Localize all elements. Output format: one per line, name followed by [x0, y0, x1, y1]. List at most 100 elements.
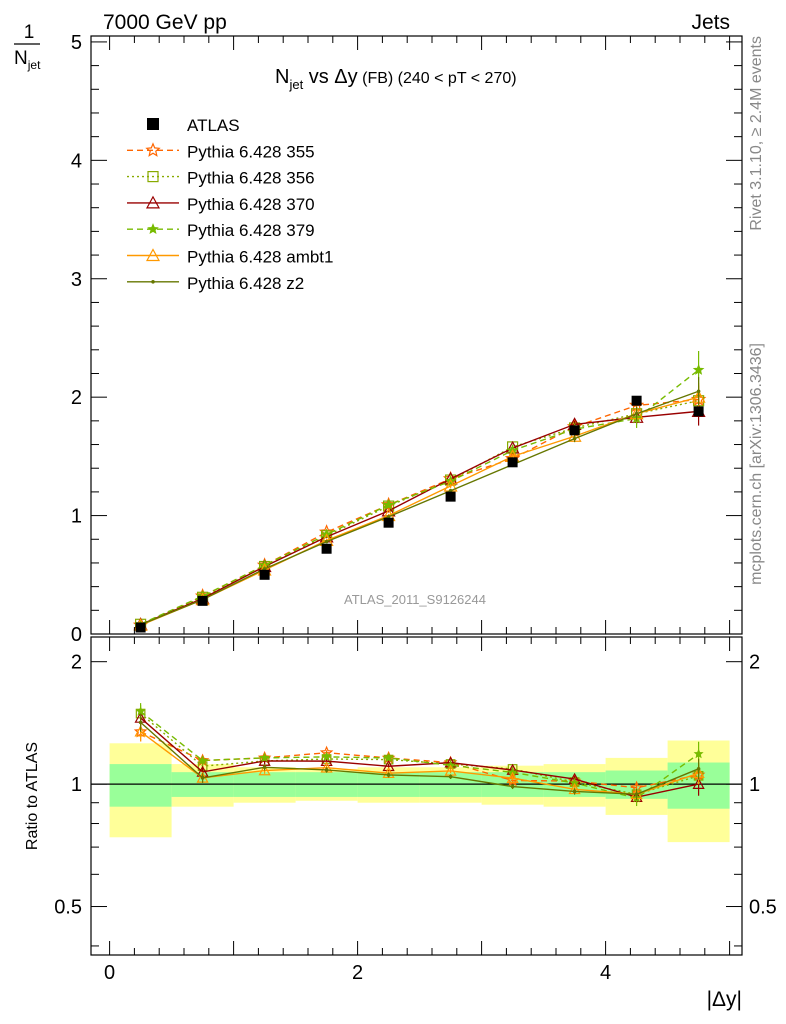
marker-star — [145, 142, 161, 157]
y-tick-label: 3 — [71, 269, 82, 291]
data-point — [259, 569, 270, 580]
header-right: Jets — [691, 11, 730, 34]
chart-title: Njet vs Δy (FB) (240 < pT < 270) — [275, 66, 517, 92]
ratio-line — [140, 717, 699, 798]
marker-dot — [634, 792, 639, 797]
ratio-line — [140, 721, 699, 795]
marker-star — [321, 751, 332, 762]
axes: 0 2 4 0 1 2 3 4 5 0.5 0.5 1 1 2 2 — [54, 32, 777, 984]
legend-label: Pythia 6.428 355 — [187, 142, 315, 161]
marker-star — [135, 706, 146, 716]
marker-dot — [696, 389, 701, 394]
ratio-tick-label-right: 0.5 — [749, 897, 777, 919]
main-panel — [132, 350, 707, 633]
y-tick-label: 4 — [71, 150, 82, 172]
marker-star — [197, 755, 208, 765]
marker-dot — [634, 411, 639, 416]
series-main-3 — [134, 350, 705, 630]
header-left: 7000 GeV pp — [103, 11, 227, 34]
ratio-tick-label: 1 — [71, 774, 82, 796]
legend-label: Pythia 6.428 356 — [187, 169, 315, 188]
marker-square — [147, 171, 159, 183]
legend-label: Pythia 6.428 ambt1 — [187, 248, 333, 267]
series-ratio-5 — [138, 713, 701, 801]
data-point — [197, 595, 208, 606]
ratio-frame — [90, 636, 743, 956]
legend-label: ATLAS — [187, 116, 240, 135]
marker-triangle — [506, 771, 519, 783]
marker-dot — [448, 774, 453, 779]
data-point — [135, 622, 146, 633]
series-ratio-3 — [135, 703, 704, 807]
marker-dot — [262, 567, 267, 571]
series-line — [140, 369, 700, 625]
marker-dot — [262, 765, 267, 770]
marker-star — [383, 752, 394, 763]
marker-triangle — [258, 764, 271, 776]
analysis-watermark: ATLAS_2011_S9126244 — [344, 592, 486, 607]
data-point — [569, 425, 580, 436]
ratio-line — [140, 731, 699, 789]
ratio-line — [140, 731, 699, 795]
ylabel-numerator: 1 — [24, 22, 35, 43]
legend-label: Pythia 6.428 370 — [187, 195, 315, 214]
x-tick-label: 4 — [600, 962, 611, 984]
ratio-panel — [91, 703, 742, 843]
ylabel-denominator: Njet — [14, 48, 41, 72]
ratio-tick-label: 2 — [71, 652, 82, 674]
series-main-5 — [138, 377, 701, 627]
x-tick-label: 2 — [352, 962, 363, 984]
ratio-tick-label-right: 2 — [749, 652, 760, 674]
marker-dot — [572, 436, 577, 441]
ratio-tick-label-right: 1 — [749, 774, 760, 796]
y-tick-label: 2 — [71, 387, 82, 409]
marker-dot — [510, 784, 515, 789]
data-point — [693, 406, 704, 417]
marker-dot — [386, 514, 391, 519]
legend: ATLAS Pythia 6.428 355 Pythia 6.428 356 Pyt… — [127, 116, 333, 293]
xlabel: |Δy| — [707, 988, 742, 1011]
ratio-band-stat — [109, 764, 172, 807]
main-frame — [90, 35, 743, 635]
marker-star — [382, 498, 395, 510]
series-line — [140, 400, 699, 625]
mcplots-text: mcplots.cern.ch [arXiv:1306.3436] — [748, 343, 765, 585]
marker-star — [693, 748, 704, 759]
series-line — [140, 410, 699, 626]
y-tick-label: 0 — [71, 624, 82, 646]
data-point — [507, 457, 518, 468]
ratio-line — [140, 710, 700, 799]
marker-triangle — [692, 777, 705, 789]
marker-triangle — [382, 759, 395, 772]
marker-triangle — [145, 248, 161, 262]
legend-data-marker — [147, 118, 159, 130]
data-series — [135, 395, 704, 633]
marker-dot — [448, 488, 453, 493]
marker-triangle — [145, 195, 161, 209]
marker-dot — [386, 773, 391, 777]
data-point — [321, 543, 332, 554]
marker-star — [692, 363, 705, 375]
marker-triangle — [134, 725, 147, 737]
ratio-ylabel: Ratio to ATLAS — [24, 742, 41, 850]
ratio-tick-label: 0.5 — [54, 897, 82, 919]
x-tick-label: 0 — [104, 962, 115, 984]
marker-dot — [324, 539, 329, 544]
marker-star — [259, 752, 270, 763]
data-point — [383, 517, 394, 528]
marker-dot — [151, 280, 155, 284]
marker-dot — [572, 789, 577, 794]
marker-dot — [324, 768, 329, 772]
series-line — [140, 390, 699, 626]
rivet-version-text: Rivet 3.1.10, ≥ 2.4M events — [748, 36, 765, 231]
marker-dot — [200, 776, 205, 780]
y-tick-label: 5 — [71, 32, 82, 54]
marker-dot — [696, 767, 701, 771]
y-tick-label: 1 — [71, 506, 82, 528]
legend-label: Pythia 6.428 z2 — [187, 274, 304, 293]
marker-star — [147, 223, 159, 235]
data-point — [445, 491, 456, 502]
main-ylabel: 1 Njet — [14, 22, 41, 72]
marker-dot — [138, 720, 143, 725]
